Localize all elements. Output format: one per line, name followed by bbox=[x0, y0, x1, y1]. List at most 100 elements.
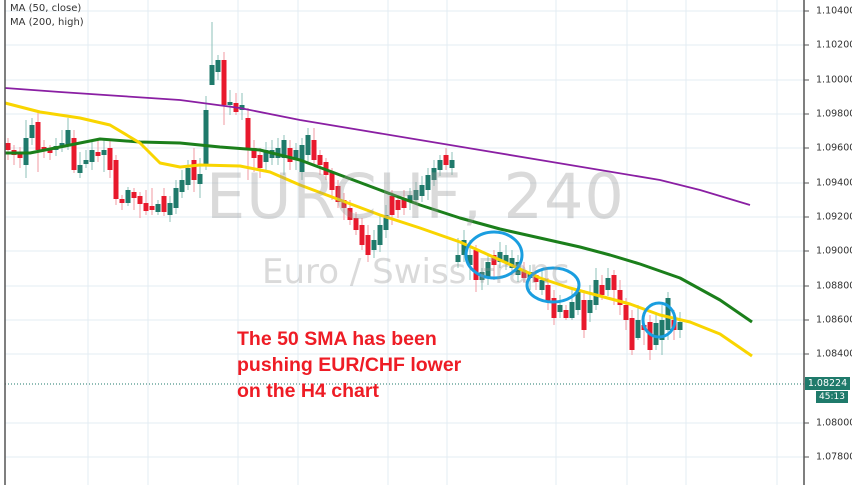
candle bbox=[587, 300, 593, 313]
candle bbox=[251, 148, 257, 158]
candle bbox=[113, 160, 119, 199]
price-tick-label: 1.09400 bbox=[816, 177, 852, 189]
candle bbox=[17, 152, 23, 158]
candle bbox=[575, 292, 581, 310]
candle bbox=[101, 150, 107, 155]
candle bbox=[59, 143, 65, 147]
annotation-line-1: The 50 SMA has been bbox=[237, 328, 437, 350]
candle bbox=[47, 150, 53, 153]
candle bbox=[71, 138, 77, 170]
candle bbox=[173, 188, 179, 208]
price-tick-label: 1.08600 bbox=[816, 314, 852, 326]
price-tick-label: 1.09200 bbox=[816, 211, 852, 223]
highlight-circles bbox=[464, 230, 677, 339]
candle bbox=[605, 278, 611, 290]
highlight-circle-2 bbox=[525, 266, 581, 304]
candle bbox=[179, 180, 185, 192]
description-watermark: Euro / Swiss Franc bbox=[262, 252, 570, 292]
candle bbox=[149, 206, 155, 210]
candle bbox=[281, 140, 287, 158]
candle bbox=[533, 275, 539, 282]
candle bbox=[335, 186, 341, 202]
candle bbox=[95, 152, 101, 156]
ma-purple-line bbox=[4, 87, 751, 206]
candle bbox=[581, 300, 587, 330]
candle bbox=[143, 203, 149, 211]
price-tick-label: 1.10400 bbox=[816, 5, 852, 17]
candle bbox=[491, 255, 497, 265]
candle bbox=[311, 140, 317, 160]
price-tick-label: 1.10000 bbox=[816, 74, 852, 86]
candle bbox=[221, 60, 227, 105]
candle bbox=[377, 225, 383, 245]
candle bbox=[347, 208, 353, 220]
candle bbox=[551, 298, 557, 318]
candle bbox=[407, 195, 413, 202]
price-tick-label: 1.10200 bbox=[816, 39, 852, 51]
current-price-tag: 1.08224 bbox=[805, 377, 850, 390]
candle bbox=[647, 322, 653, 350]
candle bbox=[245, 118, 251, 148]
price-axis-ticks bbox=[804, 10, 809, 458]
candle bbox=[659, 320, 665, 340]
candle bbox=[401, 198, 407, 208]
candle bbox=[365, 235, 371, 255]
candle bbox=[5, 143, 11, 150]
candle bbox=[287, 148, 293, 162]
candle bbox=[665, 298, 671, 330]
price-tick-label: 1.09000 bbox=[816, 245, 852, 257]
candle bbox=[263, 150, 269, 162]
candle bbox=[563, 310, 569, 318]
candle bbox=[317, 155, 323, 165]
candle bbox=[437, 160, 443, 170]
price-tick-label: 1.09800 bbox=[816, 108, 852, 120]
legend-ma200[interactable]: MA (200, high) bbox=[10, 17, 84, 28]
candle bbox=[209, 65, 215, 85]
candle bbox=[299, 145, 305, 172]
candle bbox=[395, 200, 401, 210]
candle bbox=[191, 160, 197, 180]
candle bbox=[389, 196, 395, 215]
price-tick-label: 1.08000 bbox=[816, 417, 852, 429]
annotation-line-3: on the H4 chart bbox=[237, 380, 379, 402]
candle bbox=[203, 110, 209, 165]
candle bbox=[185, 168, 191, 185]
candle bbox=[341, 200, 347, 208]
bar-countdown-tag: 45:13 bbox=[816, 391, 848, 403]
candle bbox=[569, 302, 575, 318]
candle bbox=[107, 148, 113, 170]
candle bbox=[431, 168, 437, 180]
candle bbox=[653, 323, 659, 345]
candle bbox=[509, 258, 515, 268]
candle bbox=[371, 240, 377, 250]
candle bbox=[623, 305, 629, 320]
candle bbox=[413, 190, 419, 200]
candle bbox=[125, 190, 131, 203]
candle bbox=[155, 204, 161, 212]
candle bbox=[89, 150, 95, 162]
candle bbox=[77, 165, 83, 173]
candle bbox=[41, 147, 47, 150]
candle bbox=[329, 172, 335, 190]
candle bbox=[35, 122, 41, 150]
moving-average-lines bbox=[4, 87, 753, 358]
candle bbox=[305, 135, 311, 155]
legend-ma50[interactable]: MA (50, close) bbox=[10, 3, 82, 14]
candle bbox=[473, 250, 479, 280]
candle bbox=[449, 160, 455, 168]
annotation-line-2: pushing EUR/CHF lower bbox=[237, 354, 462, 376]
candle bbox=[521, 270, 527, 278]
candle bbox=[131, 192, 137, 198]
candle bbox=[503, 255, 509, 262]
candle bbox=[593, 280, 599, 305]
candle bbox=[83, 160, 89, 164]
candle bbox=[215, 60, 221, 72]
candle bbox=[539, 280, 545, 290]
candle bbox=[65, 130, 71, 146]
candle bbox=[419, 185, 425, 196]
candle bbox=[383, 215, 389, 230]
candle bbox=[167, 203, 173, 215]
price-tick-label: 1.09600 bbox=[816, 142, 852, 154]
candle bbox=[359, 225, 365, 245]
